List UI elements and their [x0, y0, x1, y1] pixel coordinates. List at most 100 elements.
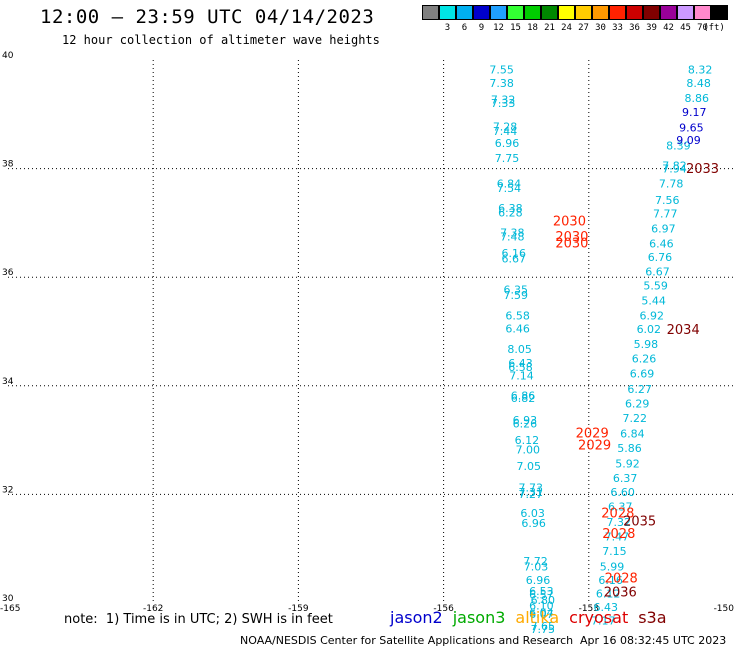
wave-height-label: 5.98	[634, 338, 659, 351]
legend-swatch	[456, 5, 473, 20]
generated-date: Apr 16 08:32:45 UTC 2023	[580, 634, 727, 647]
wave-height-label: 7.54	[497, 182, 522, 195]
wave-height-label: 7.33	[491, 97, 516, 110]
wave-height-label: 8.32	[688, 64, 713, 77]
wave-height-label: 6.04	[529, 607, 554, 620]
mission-altika: altika	[515, 608, 560, 627]
wave-height-label: 6.86	[511, 389, 536, 402]
time-label: 2028	[602, 527, 635, 542]
legend-swatch	[626, 5, 643, 20]
y-tick-label: 34	[2, 377, 14, 387]
wave-height-label: 6.84	[620, 427, 645, 440]
time-label: 2035	[623, 514, 656, 529]
wave-height-label: 7.03	[524, 560, 549, 573]
legend-label: 42	[663, 23, 674, 33]
mission-s3a: s3a	[638, 608, 667, 627]
wave-height-label: 6.96	[526, 574, 551, 587]
time-label: 2029	[576, 426, 609, 441]
legend-swatch	[592, 5, 609, 20]
wave-height-label: 6.43	[508, 357, 533, 370]
wave-height-label: 7.00	[516, 444, 541, 457]
time-label: 2029	[578, 438, 611, 453]
legend-swatch	[507, 5, 524, 20]
wave-height-label: 7.05	[517, 460, 542, 473]
x-tick-label: -153	[579, 604, 599, 614]
wave-height-label: 6.96	[521, 517, 546, 530]
wave-height-label: 7.32	[607, 516, 632, 529]
legend-label: 70	[697, 23, 708, 33]
legend-swatch	[490, 5, 507, 20]
time-label: 2036	[604, 585, 637, 600]
wave-height-label: 7.73	[518, 482, 543, 495]
wave-height-label: 7.59	[503, 289, 528, 302]
wave-height-label: 6.02	[637, 323, 662, 336]
legend-label: 3	[444, 23, 451, 33]
wave-height-label: 6.76	[648, 251, 673, 264]
legend-label: 18	[527, 23, 538, 33]
time-label: 2030	[553, 215, 586, 230]
wave-height-label: 7.72	[523, 555, 548, 568]
x-tick-label: -162	[143, 604, 163, 614]
wave-height-label: 6.58	[508, 361, 533, 374]
wave-height-label: 6.46	[649, 237, 674, 250]
time-label: 2028	[601, 507, 634, 522]
wave-height-label: 6.58	[505, 310, 530, 323]
wave-height-label: 8.48	[686, 77, 711, 90]
wave-height-label: 6.82	[511, 392, 536, 405]
wave-height-label: 7.94	[662, 162, 687, 175]
wave-height-label: 7.31	[518, 486, 543, 499]
legend-label: 33	[612, 23, 623, 33]
wave-height-label: 6.29	[625, 398, 650, 411]
wave-height-label: 7.38	[489, 77, 514, 90]
wave-height-label: 7.47	[605, 531, 630, 544]
legend-swatch	[609, 5, 626, 20]
wave-height-label: 5.99	[600, 560, 625, 573]
wave-height-label: 7.32	[491, 93, 516, 106]
time-label: 2028	[605, 571, 638, 586]
wave-height-label: 8.86	[684, 92, 709, 105]
chart-title: 12:00 – 23:59 UTC 04/14/2023	[40, 6, 375, 28]
wave-height-label: 9.17	[682, 106, 707, 119]
wave-height-label: 6.35	[503, 283, 528, 296]
wave-height-label: 7.22	[623, 412, 648, 425]
wave-height-label: 6.16	[502, 247, 527, 260]
wave-height-label: 7.77	[653, 207, 678, 220]
footer-note: note: 1) Time is in UTC; 2) SWH is in fe…	[64, 612, 333, 627]
time-label: 2033	[686, 162, 719, 177]
wave-height-label: 5.59	[643, 280, 668, 293]
wave-height-label: 6.37	[613, 472, 638, 485]
wave-height-label: 6.10	[529, 600, 554, 613]
wave-height-label: 6.67	[502, 253, 527, 266]
y-tick-label: 32	[2, 485, 13, 495]
x-tick-label: -150	[714, 604, 735, 614]
x-tick-label: -159	[288, 604, 309, 614]
wave-height-label: 6.53	[529, 585, 554, 598]
wave-height-label: 7.15	[602, 545, 627, 558]
wave-height-label: 7.75	[531, 623, 556, 636]
wave-height-label: 7.56	[655, 194, 680, 207]
legend-swatch	[558, 5, 575, 20]
wave-height-label: 6.26	[513, 418, 538, 431]
wave-height-label: 6.28	[498, 206, 523, 219]
wave-height-label: 6.93	[513, 414, 538, 427]
time-label: 2030	[555, 230, 588, 245]
credits-text: NOAA/NESDIS Center for Satellite Applica…	[240, 634, 574, 647]
wave-height-label: 5.92	[615, 457, 640, 470]
y-tick-label: 36	[2, 268, 14, 278]
legend-swatch	[660, 5, 677, 20]
legend-swatch	[643, 5, 660, 20]
legend-label: 9	[478, 23, 485, 33]
legend-swatch	[711, 5, 728, 20]
wave-height-label: 6.96	[495, 137, 520, 150]
wave-height-label: 7.38	[500, 226, 525, 239]
wave-height-label: 6.57	[529, 589, 554, 602]
legend-swatch	[694, 5, 711, 20]
wave-height-label: 5.86	[617, 442, 642, 455]
wave-height-label: 8.05	[507, 343, 532, 356]
wave-height-label: 5.44	[641, 294, 666, 307]
legend-label: 6	[461, 23, 468, 33]
wave-height-label: 7.78	[659, 178, 684, 191]
wave-height-label: 7.17	[591, 615, 616, 628]
